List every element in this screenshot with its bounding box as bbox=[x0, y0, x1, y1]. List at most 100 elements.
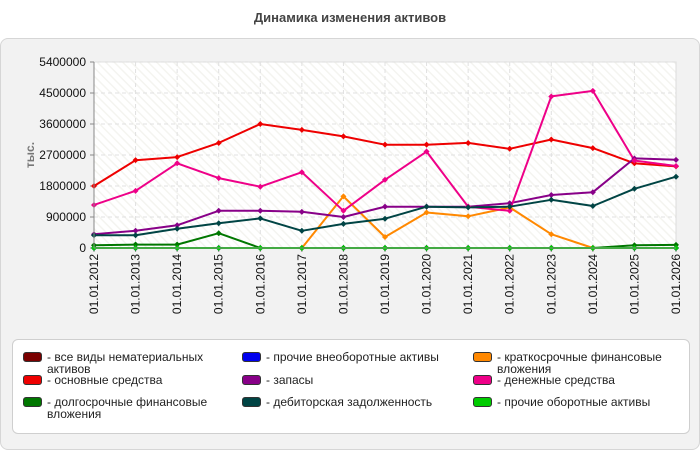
series-4-point bbox=[382, 141, 388, 148]
series-8-point bbox=[132, 232, 139, 239]
series-6-point bbox=[132, 187, 139, 194]
series-3-point bbox=[465, 213, 472, 220]
series-4-point bbox=[548, 136, 555, 143]
series-4-point bbox=[465, 139, 472, 146]
grid-lines bbox=[90, 61, 677, 252]
series-points bbox=[91, 87, 679, 251]
series-3-point bbox=[423, 209, 430, 216]
legend-label: - все виды нематериальных активов bbox=[47, 350, 204, 376]
x-tick-label: 01.01.2026 bbox=[669, 254, 683, 314]
y-tick-label: 5400000 bbox=[39, 55, 86, 69]
x-tick-label: 01.01.2014 bbox=[170, 254, 184, 314]
legend-label: - запасы bbox=[266, 373, 314, 387]
x-tick-label: 01.01.2025 bbox=[627, 254, 641, 314]
x-tick-labels: 01.01.2012 01.01.2013 01.01.2014 01.01.2015… bbox=[87, 254, 683, 314]
series-4-point bbox=[589, 145, 596, 152]
legend-swatch bbox=[23, 352, 42, 362]
x-tick-label: 01.01.2022 bbox=[503, 254, 517, 314]
series-8-point bbox=[506, 203, 513, 210]
series-6-point bbox=[257, 183, 264, 190]
y-tick-label: 900000 bbox=[46, 210, 86, 224]
series-8-point bbox=[257, 215, 264, 222]
x-tick-label: 01.01.2021 bbox=[461, 254, 475, 314]
series-4-point bbox=[423, 141, 430, 148]
series-8-point bbox=[382, 215, 388, 222]
series-6-point bbox=[548, 93, 555, 100]
y-tick-label: 4500000 bbox=[39, 86, 86, 100]
series-5-point bbox=[548, 191, 555, 198]
legend-label: - денежные средства bbox=[497, 373, 615, 387]
series-5-point bbox=[506, 200, 513, 207]
x-tick-label: 01.01.2015 bbox=[212, 254, 226, 314]
series-5-point bbox=[132, 227, 139, 234]
series-7-point bbox=[673, 241, 679, 248]
series-8-point bbox=[465, 204, 472, 211]
series-8-point bbox=[298, 227, 305, 234]
legend-label: - прочие оборотные активы bbox=[497, 395, 651, 409]
series-6-point bbox=[589, 87, 596, 94]
y-tick-label: 3600000 bbox=[39, 117, 86, 131]
series-6-point bbox=[174, 160, 181, 167]
series-3-point bbox=[548, 231, 555, 238]
x-tick-label: 01.01.2017 bbox=[295, 254, 309, 314]
series-line-3 bbox=[301, 195, 594, 249]
series-3-point bbox=[340, 193, 347, 200]
y-axis-label: тыс. bbox=[23, 142, 37, 168]
series-4-point bbox=[340, 133, 347, 140]
legend-label: - дебиторская задолженность bbox=[266, 395, 433, 409]
series-4-point bbox=[257, 121, 264, 127]
x-tick-label: 01.01.2019 bbox=[378, 254, 392, 314]
series-5-point bbox=[589, 189, 596, 196]
series-3-point bbox=[382, 233, 388, 240]
y-tick-labels: 0 900000 1800000 2700000 3600000 4500000 54000… bbox=[39, 55, 86, 255]
chart-title: Динамика изменения активов bbox=[253, 10, 447, 25]
series-8-point bbox=[215, 220, 222, 227]
series-8-point bbox=[548, 196, 555, 203]
legend-swatch bbox=[23, 375, 42, 385]
series-5-point bbox=[298, 208, 305, 215]
series-5-point bbox=[382, 203, 388, 210]
series-6-point bbox=[340, 207, 347, 214]
series-5-point bbox=[215, 207, 222, 214]
series-6-point bbox=[506, 207, 513, 214]
series-5-point bbox=[340, 214, 347, 220]
series-4-point bbox=[506, 145, 513, 152]
x-tick-label: 01.01.2024 bbox=[586, 254, 600, 314]
series-6-point bbox=[215, 175, 222, 182]
series-4-point bbox=[215, 139, 222, 146]
series-6-point bbox=[423, 148, 430, 155]
series-8-point bbox=[631, 185, 638, 192]
y-tick-label: 1800000 bbox=[39, 179, 86, 193]
series-6-point bbox=[673, 163, 679, 170]
x-tick-label: 01.01.2023 bbox=[544, 254, 558, 314]
series-5-point bbox=[174, 222, 181, 229]
legend: - все виды нематериальных активов - прочие… bbox=[12, 339, 690, 434]
x-tick-label: 01.01.2016 bbox=[253, 254, 267, 314]
legend-swatch bbox=[242, 375, 261, 385]
series-8-point bbox=[174, 225, 181, 232]
series-7-point bbox=[215, 230, 222, 237]
legend-label: - долгосрочные финансовые вложения bbox=[47, 395, 208, 421]
series-8-point bbox=[423, 203, 430, 210]
legend-swatch bbox=[242, 397, 261, 407]
legend-swatch bbox=[473, 352, 492, 362]
x-tick-label: 01.01.2020 bbox=[420, 254, 434, 314]
series-5-point bbox=[257, 207, 264, 214]
series-6-point bbox=[382, 176, 388, 183]
series-5-point bbox=[673, 156, 679, 163]
series-8-point bbox=[340, 220, 347, 227]
legend-swatch bbox=[473, 397, 492, 407]
x-tick-label: 01.01.2013 bbox=[129, 254, 143, 314]
series-6-point bbox=[631, 157, 638, 164]
series-8-point bbox=[589, 202, 596, 209]
legend-swatch bbox=[23, 397, 42, 407]
legend-swatch bbox=[242, 352, 261, 362]
legend-swatch bbox=[473, 375, 492, 385]
series-4-point bbox=[132, 157, 139, 164]
legend-label: - краткосрочные финансовые вложения bbox=[497, 350, 662, 376]
legend-label: - основные средства bbox=[47, 373, 163, 387]
series-8-point bbox=[673, 173, 679, 180]
series-4-point bbox=[298, 126, 305, 133]
series-7-point bbox=[132, 241, 139, 248]
